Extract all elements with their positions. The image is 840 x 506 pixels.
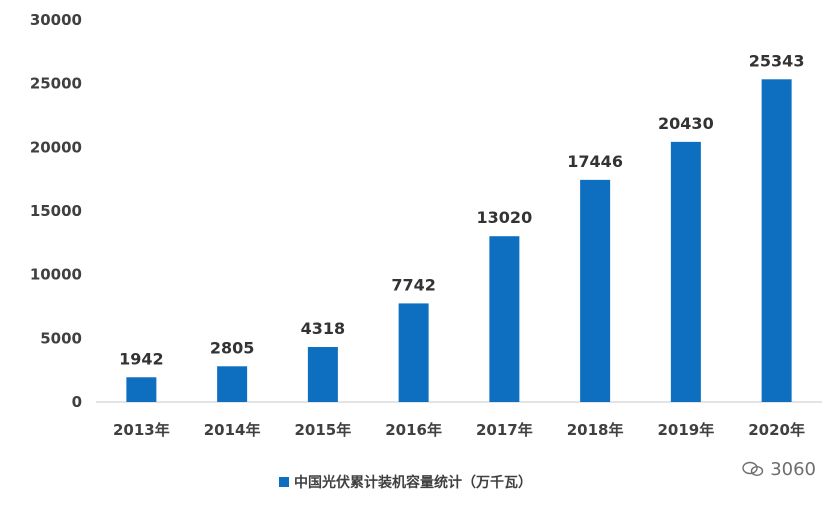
data-label: 20430 <box>658 114 714 133</box>
data-label: 17446 <box>567 152 623 171</box>
watermark-text: 3060 <box>770 459 816 480</box>
bar <box>580 179 611 402</box>
data-label: 2805 <box>210 338 255 357</box>
y-tick-label: 0 <box>72 393 82 411</box>
y-tick-label: 10000 <box>30 266 82 284</box>
y-tick-label: 15000 <box>30 202 82 220</box>
data-labels: 1942 2805 4318 7742 13020 17446 20430 25343 <box>119 51 804 368</box>
bar <box>670 141 701 402</box>
x-category-label: 2018年 <box>567 421 624 439</box>
bar-series <box>126 79 792 402</box>
data-label: 7742 <box>391 275 436 294</box>
watermark: 3060 <box>742 459 816 480</box>
bar <box>761 79 792 402</box>
y-tick-label: 20000 <box>30 138 82 156</box>
wechat-icon <box>742 461 764 477</box>
data-label: 4318 <box>301 319 346 338</box>
y-tick-label: 30000 <box>30 11 82 29</box>
y-tick-label: 5000 <box>40 329 82 347</box>
x-category-label: 2013年 <box>113 421 170 439</box>
x-category-label: 2015年 <box>295 421 352 439</box>
data-label: 1942 <box>119 349 164 368</box>
bar <box>126 377 157 402</box>
x-category-label: 2017年 <box>476 421 533 439</box>
x-category-label: 2016年 <box>385 421 442 439</box>
data-label: 25343 <box>749 51 805 70</box>
data-label: 13020 <box>477 208 533 227</box>
x-category-label: 2020年 <box>748 421 805 439</box>
y-axis: 0 5000 10000 15000 20000 25000 30000 <box>30 11 82 411</box>
x-category-label: 2014年 <box>204 421 261 439</box>
bar <box>307 347 338 402</box>
legend: 中国光伏累计装机容量统计（万千瓦） <box>279 474 532 491</box>
bar <box>217 366 248 402</box>
legend-label: 中国光伏累计装机容量统计（万千瓦） <box>294 474 532 491</box>
legend-swatch <box>279 477 289 487</box>
bar <box>489 236 520 402</box>
bar <box>398 303 429 402</box>
y-tick-label: 25000 <box>30 75 82 93</box>
x-axis-categories: 2013年 2014年 2015年 2016年 2017年 2018年 2019年 2020年 <box>113 421 805 439</box>
x-category-label: 2019年 <box>658 421 715 439</box>
